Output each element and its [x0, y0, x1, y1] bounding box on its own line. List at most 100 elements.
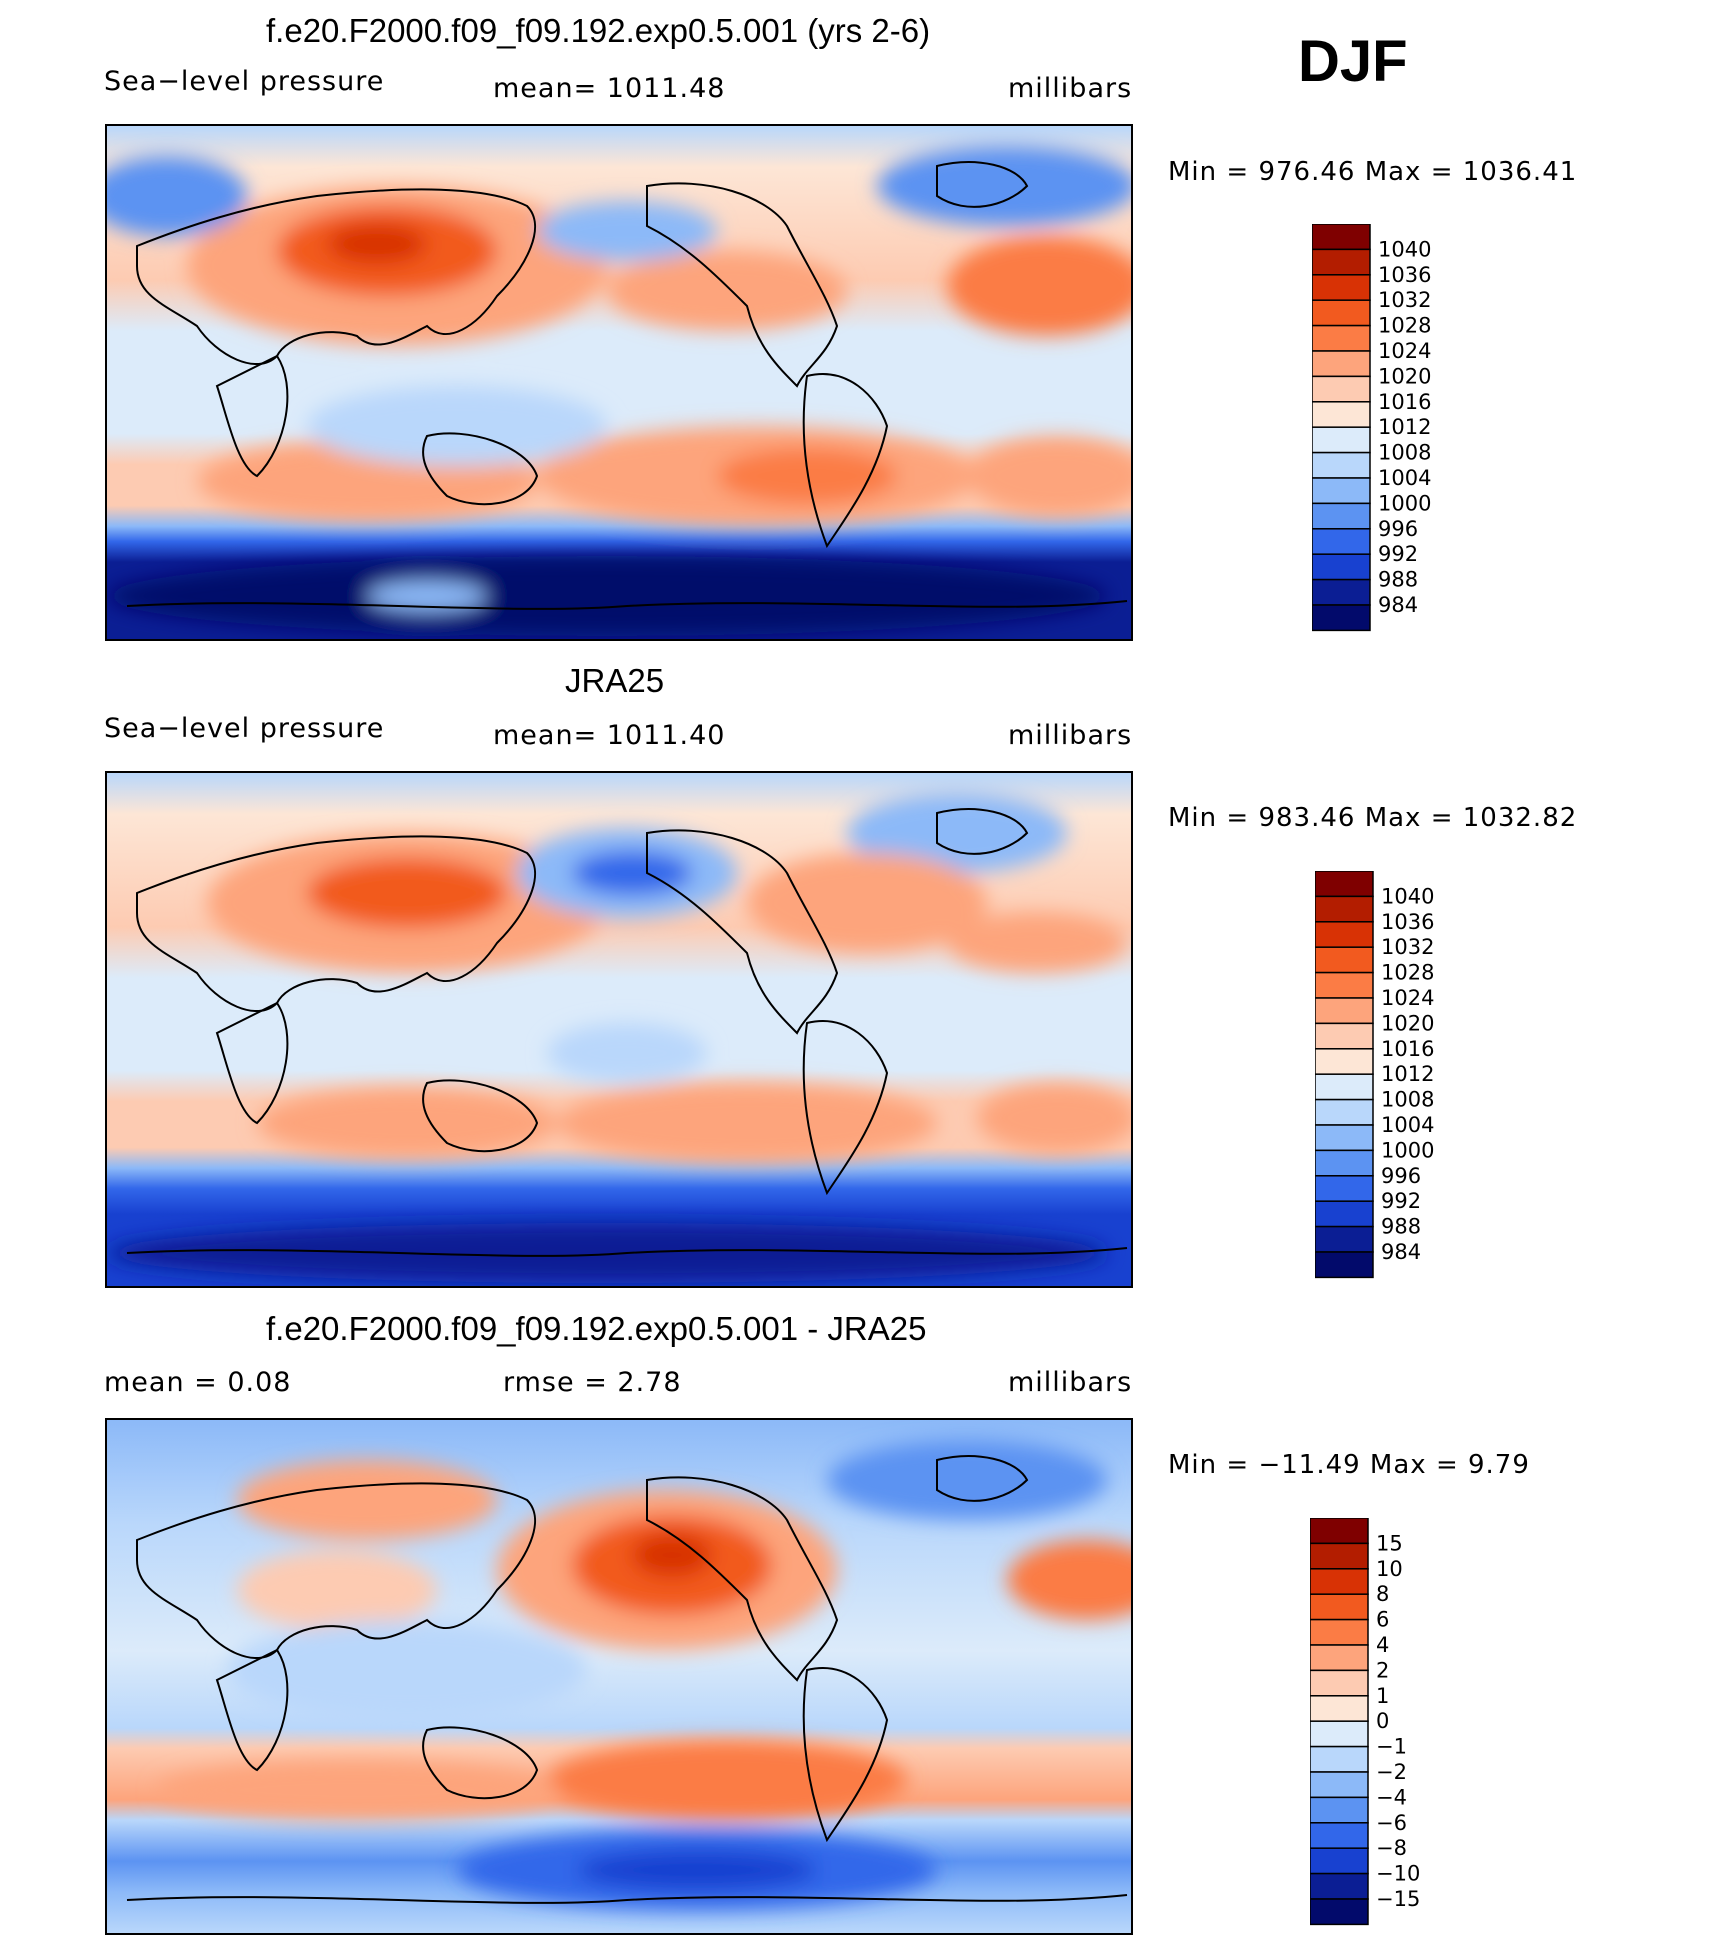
colorbar-swatch [1309, 1771, 1369, 1799]
colorbar-tick-label: 6 [1376, 1608, 1389, 1632]
colorbar-swatch [1309, 1669, 1369, 1697]
colorbar-swatch [1309, 1847, 1369, 1875]
colorbar-tick-label: −15 [1376, 1887, 1420, 1911]
colorbar-swatch [1314, 895, 1374, 923]
colorbar-swatch [1314, 1124, 1374, 1152]
colorbar-swatch [1311, 375, 1371, 403]
colorbar-swatch [1311, 248, 1371, 276]
colorbar-swatch [1314, 1073, 1374, 1101]
colorbar-swatch [1309, 1568, 1369, 1595]
colorbar-tick-label: 1036 [1378, 263, 1431, 287]
colorbar-tick-label: 1024 [1378, 339, 1431, 363]
colorbar-tick-label: 1000 [1381, 1138, 1434, 1162]
colorbar-tick-label: 1016 [1381, 1037, 1434, 1061]
rmse-label-diff: rmse = 2.78 [503, 1367, 682, 1398]
colorbar-swatch [1309, 1695, 1369, 1722]
colorbar-swatch [1311, 274, 1371, 301]
colorbar-swatch [1311, 223, 1371, 251]
colorbar-swatch [1314, 946, 1374, 974]
map-model [105, 124, 1133, 641]
colorbar-swatch [1314, 971, 1374, 999]
colorbar-tick-label: 1016 [1378, 390, 1431, 414]
colorbar-swatch [1314, 1022, 1374, 1050]
colorbar-tick-label: 1 [1376, 1684, 1389, 1708]
colorbar-swatch [1311, 477, 1371, 505]
colorbar-tick-label: 1004 [1378, 466, 1431, 490]
colorbar-swatch [1311, 324, 1371, 352]
colorbar-tick-label: 1024 [1381, 986, 1434, 1010]
colorbar-swatch [1311, 502, 1371, 530]
variable-label-obs: Sea−level pressure [104, 713, 385, 744]
map-obs-field [107, 773, 1131, 1286]
colorbar-swatch [1311, 451, 1371, 479]
colorbar-swatch [1309, 1898, 1369, 1926]
colorbar-swatch [1314, 1175, 1374, 1202]
colorbar-swatch [1314, 997, 1374, 1025]
colorbar-tick-label: 4 [1376, 1633, 1389, 1657]
colorbar-tick-label: 996 [1378, 517, 1418, 541]
colorbar-swatch [1311, 553, 1371, 581]
colorbar-tick-label: −4 [1376, 1785, 1407, 1809]
colorbar-diff: 15 10 8 6 4 2 1 0 −1 −2 −4 −6 −8 −10 −15 [1309, 1517, 1510, 1930]
colorbar-tick-label: 984 [1378, 593, 1418, 617]
colorbar-swatch [1314, 1200, 1374, 1228]
colorbar-swatch [1309, 1644, 1369, 1672]
colorbar-swatch [1314, 1251, 1374, 1279]
colorbar-tick-label: 1028 [1378, 314, 1431, 338]
colorbar-tick-label: 0 [1376, 1709, 1389, 1733]
map-diff-field [107, 1420, 1131, 1933]
colorbar-model-svg: 1040103610321028102410201016101210081004… [1311, 223, 1431, 632]
colorbar-tick-label: −6 [1376, 1811, 1407, 1835]
colorbar-swatch [1311, 528, 1371, 555]
mean-label-diff: mean = 0.08 [104, 1367, 292, 1398]
colorbar-swatch [1314, 1048, 1374, 1075]
colorbar-tick-label: 992 [1381, 1189, 1421, 1213]
colorbar-swatch [1309, 1517, 1369, 1545]
map-diff [105, 1418, 1133, 1935]
colorbar-swatch [1309, 1822, 1369, 1849]
colorbar-swatch [1309, 1542, 1369, 1570]
mean-label-model: mean= 1011.48 [493, 73, 726, 104]
colorbar-tick-label: 2 [1376, 1658, 1389, 1682]
variable-label-model: Sea−level pressure [104, 66, 385, 97]
colorbar-tick-label: 996 [1381, 1164, 1421, 1188]
colorbar-tick-label: 1000 [1378, 491, 1431, 515]
units-label-diff: millibars [1008, 1367, 1133, 1398]
colorbar-tick-label: 992 [1378, 542, 1418, 566]
colorbar-tick-label: 1028 [1381, 961, 1434, 985]
colorbar-tick-label: 1004 [1381, 1113, 1434, 1137]
colorbar-tick-label: −2 [1376, 1760, 1407, 1784]
minmax-label-model: Min = 976.46 Max = 1036.41 [1168, 157, 1578, 187]
colorbar-swatch [1309, 1745, 1369, 1773]
colorbar-tick-label: 988 [1381, 1215, 1421, 1239]
colorbar-tick-label: 1032 [1381, 935, 1434, 959]
colorbar-obs-svg: 1040103610321028102410201016101210081004… [1314, 870, 1434, 1279]
colorbar-tick-label: 1020 [1378, 364, 1431, 388]
colorbar-swatch [1311, 604, 1371, 632]
colorbar-tick-label: 1032 [1378, 288, 1431, 312]
season-label: DJF [1298, 29, 1408, 94]
colorbar-tick-label: 1012 [1381, 1062, 1434, 1086]
colorbar-swatch [1311, 578, 1371, 606]
colorbar-tick-label: 1012 [1378, 415, 1431, 439]
colorbar-swatch [1314, 1149, 1374, 1177]
colorbar-swatch [1309, 1796, 1369, 1824]
colorbar-obs: 1040 1036 1032 1028 1024 1020 1016 1012 1008 1004… [1314, 870, 1515, 1283]
colorbar-tick-label: 10 [1376, 1557, 1403, 1581]
colorbar-swatch [1314, 870, 1374, 898]
colorbar-swatch [1314, 1225, 1374, 1253]
colorbar-swatch [1314, 921, 1374, 948]
colorbar-tick-label: 15 [1376, 1531, 1403, 1555]
colorbar-tick-label: 1040 [1381, 884, 1434, 908]
colorbar-model: 1040 1036 1032 1028 1024 1020 1016 1012 1008 1004… [1311, 223, 1512, 636]
colorbar-swatch [1309, 1618, 1369, 1646]
colorbar-swatch [1309, 1720, 1369, 1748]
colorbar-tick-label: 1036 [1381, 910, 1434, 934]
colorbar-tick-label: 1040 [1378, 237, 1431, 261]
panel-title-diff: f.e20.F2000.f09_f09.192.exp0.5.001 - JRA… [266, 1310, 927, 1347]
colorbar-tick-label: 1008 [1378, 441, 1431, 465]
panel-title-model: f.e20.F2000.f09_f09.192.exp0.5.001 (yrs … [266, 12, 931, 49]
panel-title-obs: JRA25 [565, 662, 665, 699]
colorbar-swatch [1311, 401, 1371, 428]
